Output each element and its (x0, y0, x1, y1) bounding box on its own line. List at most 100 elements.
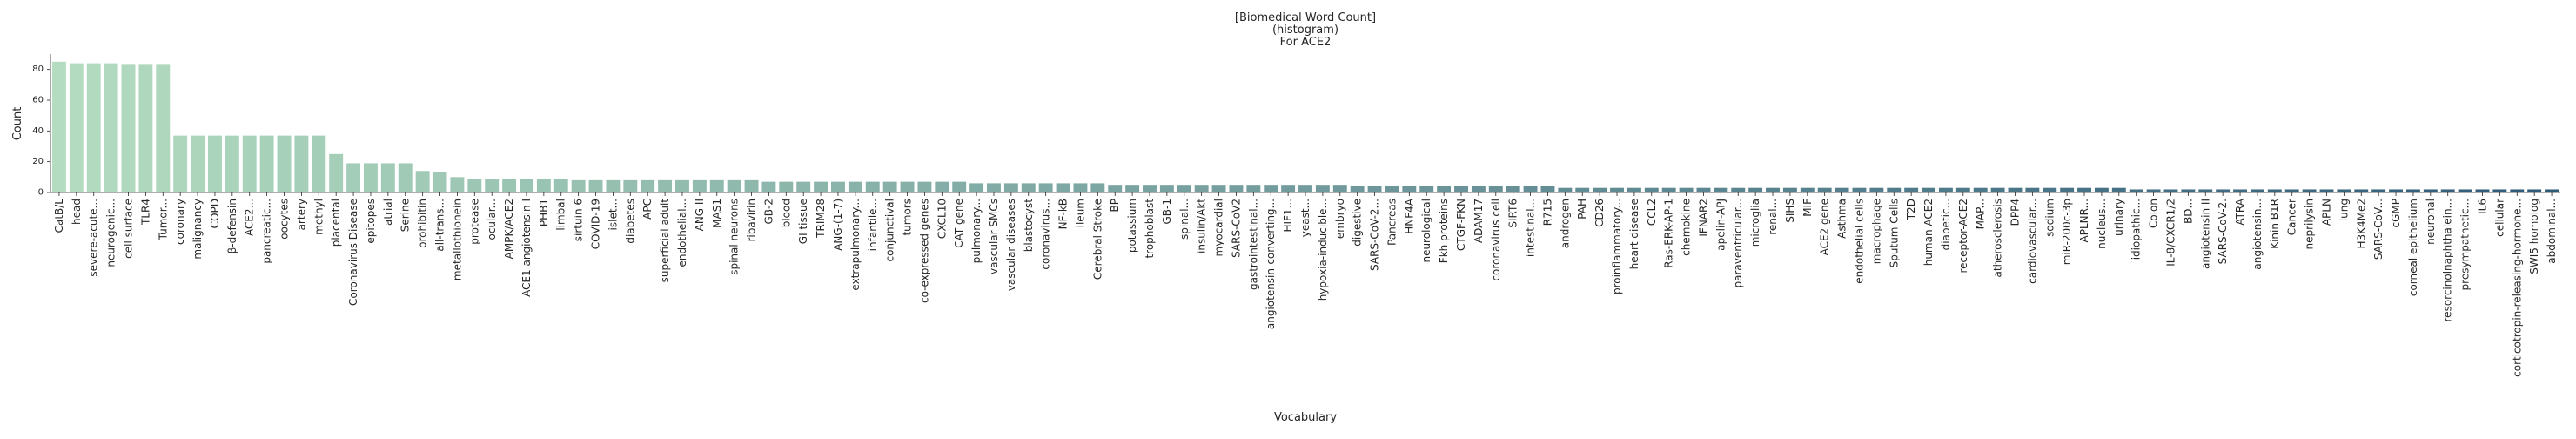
bar (1125, 185, 1140, 192)
x-tick-label: coronary (174, 199, 186, 245)
bar (553, 179, 568, 192)
x-tick-label: receptor-ACE2 (1957, 199, 1969, 274)
x-tick-label: methyl (312, 199, 325, 235)
bar (2302, 189, 2317, 192)
x-tick-label: infantile... (867, 199, 879, 251)
bar (1731, 187, 1746, 192)
x-tick-label: ANG-(1-7) (832, 199, 844, 251)
bar (380, 163, 395, 192)
bar (882, 181, 897, 192)
x-tick-label: CTGF-FKN (1455, 199, 1467, 251)
bar (2181, 189, 2196, 192)
x-tick-label: Tumor... (157, 199, 169, 240)
bar (2475, 189, 2490, 192)
x-tick-label: corneal epithelium (2407, 199, 2419, 296)
x-tick-label: digestive (1352, 199, 1364, 247)
bar (744, 179, 759, 192)
x-tick-label: idiopathic... (2130, 199, 2143, 260)
x-tick-label: NF-kB (1057, 199, 1070, 229)
bar (1073, 183, 1088, 192)
x-tick-label: Serine (399, 199, 412, 232)
bar (831, 181, 845, 192)
x-tick-label: prohibitin (417, 199, 429, 248)
x-tick-label: diabetic... (1940, 199, 1952, 250)
x-tick-label: TLR4 (139, 199, 151, 226)
x-tick-label: miR-200c-3p (2061, 199, 2073, 265)
x-tick-label: vascular diseases (1005, 199, 1017, 291)
bar (415, 171, 430, 192)
x-tick-label: heart disease (1628, 199, 1640, 269)
x-tick-label: coronavirus cell (1490, 199, 1502, 281)
bar (1938, 187, 1953, 192)
x-tick-label: protease (468, 199, 480, 245)
bar (398, 163, 413, 192)
bars-group (51, 61, 2559, 193)
bar (2267, 189, 2282, 192)
bar (51, 61, 66, 192)
x-tick-label: cardiovascular... (2026, 199, 2038, 284)
bar (121, 64, 136, 193)
bar (433, 172, 447, 192)
bar (2111, 187, 2126, 192)
bar (2233, 189, 2247, 192)
x-tick-label: diabetes (624, 199, 636, 244)
bar (969, 183, 984, 192)
bar (917, 181, 932, 192)
bar (1575, 187, 1590, 192)
bar (1973, 187, 1988, 192)
x-tick-label: CD26 (1593, 199, 1606, 227)
x-tick-label: intestinal... (1525, 199, 1537, 257)
bar (104, 63, 118, 192)
x-tick-label: head (70, 199, 83, 225)
x-tick-label: ATRA (2234, 198, 2246, 225)
chart-title-line: For ACE2 (1280, 36, 1332, 49)
x-tick-label: cGMP (2390, 199, 2402, 228)
bar (2094, 187, 2109, 192)
bar (1177, 185, 1191, 192)
x-tick-label: corticotropin-releasing-hormone... (2511, 199, 2523, 377)
bar (312, 135, 326, 192)
bar (1955, 187, 1970, 192)
x-tick-label: renal... (1767, 199, 1779, 235)
bar (952, 181, 967, 192)
bar (2337, 189, 2351, 192)
bar (2423, 189, 2438, 192)
x-tick-label: tumors (902, 199, 914, 236)
x-tick-label: APC (641, 199, 654, 220)
bar (675, 179, 689, 192)
bar (814, 181, 828, 192)
bar (1194, 185, 1209, 192)
bar (848, 181, 862, 192)
bar (779, 181, 794, 192)
x-tick-label: potassium (1126, 199, 1138, 253)
x-tick-label: neuronal (2425, 199, 2437, 245)
bar (1367, 186, 1382, 192)
bar (1159, 185, 1174, 192)
x-tick-label: SWI5 homolog (2528, 199, 2540, 274)
x-tick-label: ANG II (694, 199, 706, 231)
x-tick-label: endothelial cells (1853, 199, 1865, 284)
x-tick-label: Cerebral Stroke (1091, 199, 1104, 280)
bar (467, 179, 482, 192)
y-tick-label: 80 (32, 64, 44, 74)
x-tick-label: yeast... (1299, 199, 1311, 237)
x-tick-label: all-trans... (434, 199, 446, 252)
bar (1506, 186, 1520, 192)
bar (1038, 183, 1053, 192)
x-tick-label: neurogenic... (105, 199, 117, 267)
x-tick-label: COPD (209, 199, 221, 228)
bar (1887, 187, 1902, 192)
x-tick-label: neurological (1420, 199, 1432, 263)
x-tick-label: malignancy (191, 199, 204, 260)
x-tick-label: islet... (607, 199, 619, 230)
x-tick-label: presympathetic... (2459, 199, 2472, 290)
bar (156, 64, 171, 193)
x-tick-label: SIRT6 (1507, 199, 1519, 228)
bar (588, 179, 603, 192)
bar (935, 181, 949, 192)
bar (1679, 187, 1694, 192)
bar (658, 179, 673, 192)
bar (86, 63, 101, 192)
bar (520, 179, 533, 192)
bar (1332, 185, 1347, 192)
